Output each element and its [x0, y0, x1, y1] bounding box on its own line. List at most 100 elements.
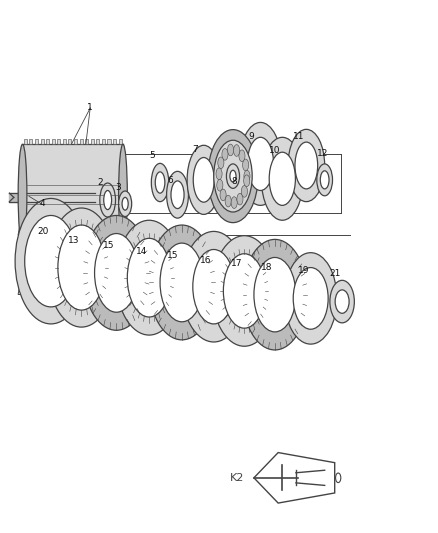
Text: 19: 19 [298, 266, 310, 275]
Bar [63, 245, 66, 251]
Bar [35, 245, 38, 251]
Text: 11: 11 [293, 132, 304, 141]
Ellipse shape [230, 170, 236, 182]
Ellipse shape [119, 191, 132, 216]
Bar [80, 245, 83, 251]
Ellipse shape [244, 175, 250, 187]
Bar [57, 139, 60, 144]
Bar [74, 245, 77, 251]
Bar [96, 245, 99, 251]
Text: 8: 8 [231, 177, 237, 186]
Ellipse shape [193, 158, 214, 202]
Ellipse shape [241, 185, 247, 197]
Bar [63, 139, 66, 144]
Ellipse shape [151, 164, 169, 201]
Bar [52, 245, 55, 251]
Text: 4: 4 [39, 199, 45, 208]
Bar [46, 245, 49, 251]
Ellipse shape [25, 215, 77, 307]
Ellipse shape [149, 225, 215, 340]
Ellipse shape [217, 180, 223, 191]
Bar [107, 139, 110, 144]
Ellipse shape [288, 130, 325, 201]
Ellipse shape [220, 189, 226, 201]
Bar [107, 245, 110, 251]
Ellipse shape [295, 142, 318, 189]
Text: 14: 14 [136, 247, 147, 256]
Bar [24, 245, 27, 251]
Ellipse shape [155, 172, 165, 193]
Ellipse shape [269, 152, 295, 205]
Ellipse shape [335, 290, 349, 313]
Ellipse shape [218, 157, 224, 168]
Ellipse shape [18, 144, 27, 245]
Text: 12: 12 [317, 149, 328, 158]
Text: 20: 20 [38, 228, 49, 237]
Text: 9: 9 [249, 132, 254, 141]
Ellipse shape [222, 149, 228, 160]
Ellipse shape [127, 238, 171, 317]
Bar [102, 245, 105, 251]
Bar [74, 139, 77, 144]
Text: 15: 15 [167, 252, 179, 260]
Bar [113, 139, 116, 144]
Bar [52, 139, 55, 144]
Bar [102, 139, 105, 144]
Ellipse shape [330, 280, 354, 323]
Bar [68, 245, 71, 251]
Bar [91, 139, 94, 144]
Ellipse shape [293, 268, 328, 329]
Bar [68, 139, 71, 144]
Text: 18: 18 [261, 263, 273, 272]
Bar [24, 139, 27, 144]
Bar [41, 245, 44, 251]
Text: 5: 5 [150, 151, 155, 160]
Ellipse shape [212, 236, 277, 346]
Ellipse shape [116, 220, 182, 335]
Ellipse shape [247, 138, 274, 190]
Ellipse shape [160, 243, 204, 322]
Bar [41, 139, 44, 144]
Ellipse shape [181, 231, 246, 342]
Bar [29, 139, 32, 144]
Ellipse shape [317, 164, 332, 196]
Ellipse shape [119, 144, 127, 245]
Ellipse shape [237, 193, 243, 205]
Ellipse shape [171, 181, 184, 208]
Polygon shape [10, 193, 95, 201]
Ellipse shape [336, 473, 341, 482]
Ellipse shape [122, 197, 128, 210]
Ellipse shape [231, 197, 237, 208]
Ellipse shape [208, 130, 258, 223]
Bar [85, 139, 88, 144]
Ellipse shape [243, 239, 307, 350]
Ellipse shape [214, 140, 252, 212]
Text: 13: 13 [68, 237, 80, 246]
Ellipse shape [166, 171, 188, 218]
Ellipse shape [47, 208, 116, 327]
Bar [96, 139, 99, 144]
Bar [35, 139, 38, 144]
Text: 15: 15 [103, 241, 115, 250]
Polygon shape [22, 144, 123, 245]
Text: 7: 7 [192, 145, 198, 154]
Text: 10: 10 [269, 146, 281, 155]
Ellipse shape [239, 150, 245, 161]
Bar [119, 139, 122, 144]
Text: 21: 21 [329, 270, 340, 278]
Ellipse shape [187, 146, 220, 214]
Text: 1: 1 [87, 102, 93, 111]
Bar [91, 245, 94, 251]
Ellipse shape [320, 171, 329, 189]
Polygon shape [254, 453, 335, 503]
Text: 2: 2 [97, 178, 103, 187]
Ellipse shape [226, 164, 240, 188]
Ellipse shape [193, 249, 235, 324]
Ellipse shape [285, 253, 337, 344]
Text: 3: 3 [115, 183, 120, 192]
Bar [119, 245, 122, 251]
Ellipse shape [83, 215, 150, 330]
Ellipse shape [261, 138, 303, 220]
Ellipse shape [227, 144, 233, 156]
Bar [80, 139, 83, 144]
